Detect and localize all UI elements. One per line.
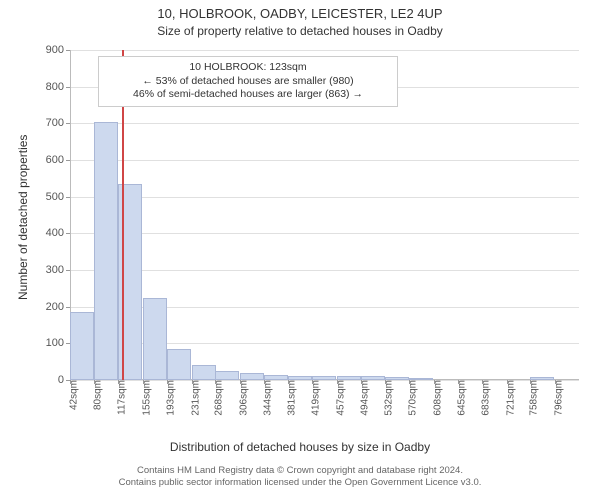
histogram-bar (167, 349, 191, 380)
y-tick-label: 300 (46, 264, 70, 276)
x-tick-label: 419sqm (307, 380, 322, 416)
footnote-line-2: Contains public sector information licen… (119, 477, 482, 488)
y-tick-label: 700 (46, 117, 70, 129)
histogram-bar (240, 373, 264, 380)
x-tick-label: 758sqm (525, 380, 540, 416)
x-tick-label: 42sqm (65, 380, 80, 410)
gridline (70, 233, 579, 234)
x-tick-label: 268sqm (210, 380, 225, 416)
x-tick-label: 796sqm (549, 380, 564, 416)
gridline (70, 270, 579, 271)
x-tick-label: 457sqm (331, 380, 346, 416)
x-tick-label: 231sqm (186, 380, 201, 416)
x-tick-label: 381sqm (282, 380, 297, 416)
histogram-bar (192, 365, 216, 380)
histogram-bar (215, 371, 239, 380)
gridline (70, 160, 579, 161)
chart-title: 10, HOLBROOK, OADBY, LEICESTER, LE2 4UP (0, 6, 600, 21)
histogram-bar (94, 122, 118, 381)
x-axis-label: Distribution of detached houses by size … (0, 440, 600, 454)
x-tick-label: 306sqm (234, 380, 249, 416)
y-tick-label: 600 (46, 154, 70, 166)
annotation-line-1: 10 HOLBROOK: 123sqm (189, 61, 306, 73)
x-tick-label: 645sqm (452, 380, 467, 416)
y-tick-label: 800 (46, 81, 70, 93)
gridline (70, 50, 579, 51)
x-tick-label: 570sqm (404, 380, 419, 416)
x-tick-label: 155sqm (137, 380, 152, 416)
y-tick-label: 200 (46, 301, 70, 313)
histogram-bar (143, 298, 167, 381)
x-tick-label: 193sqm (162, 380, 177, 416)
x-tick-label: 80sqm (89, 380, 104, 410)
y-tick-label: 900 (46, 44, 70, 56)
x-tick-label: 721sqm (501, 380, 516, 416)
x-tick-label: 117sqm (113, 380, 128, 415)
gridline (70, 197, 579, 198)
footnote-line-1: Contains HM Land Registry data © Crown c… (137, 465, 463, 476)
x-tick-label: 608sqm (428, 380, 443, 416)
histogram-bar (70, 312, 94, 380)
footnote: Contains HM Land Registry data © Crown c… (0, 465, 600, 489)
annotation-box: 10 HOLBROOK: 123sqm ← 53% of detached hou… (98, 56, 398, 107)
x-tick-label: 683sqm (477, 380, 492, 416)
y-tick-label: 400 (46, 227, 70, 239)
x-tick-label: 532sqm (380, 380, 395, 416)
plot-area: 010020030040050060070080090042sqm80sqm11… (70, 50, 579, 380)
y-tick-label: 500 (46, 191, 70, 203)
annotation-line-3: 46% of semi-detached houses are larger (… (133, 88, 363, 100)
x-tick-label: 494sqm (355, 380, 370, 416)
annotation-line-2: ← 53% of detached houses are smaller (98… (142, 75, 353, 87)
x-tick-label: 344sqm (259, 380, 274, 416)
y-axis-label: Number of detached properties (16, 135, 30, 300)
chart-subtitle: Size of property relative to detached ho… (0, 24, 600, 38)
gridline (70, 123, 579, 124)
y-tick-label: 100 (46, 337, 70, 349)
